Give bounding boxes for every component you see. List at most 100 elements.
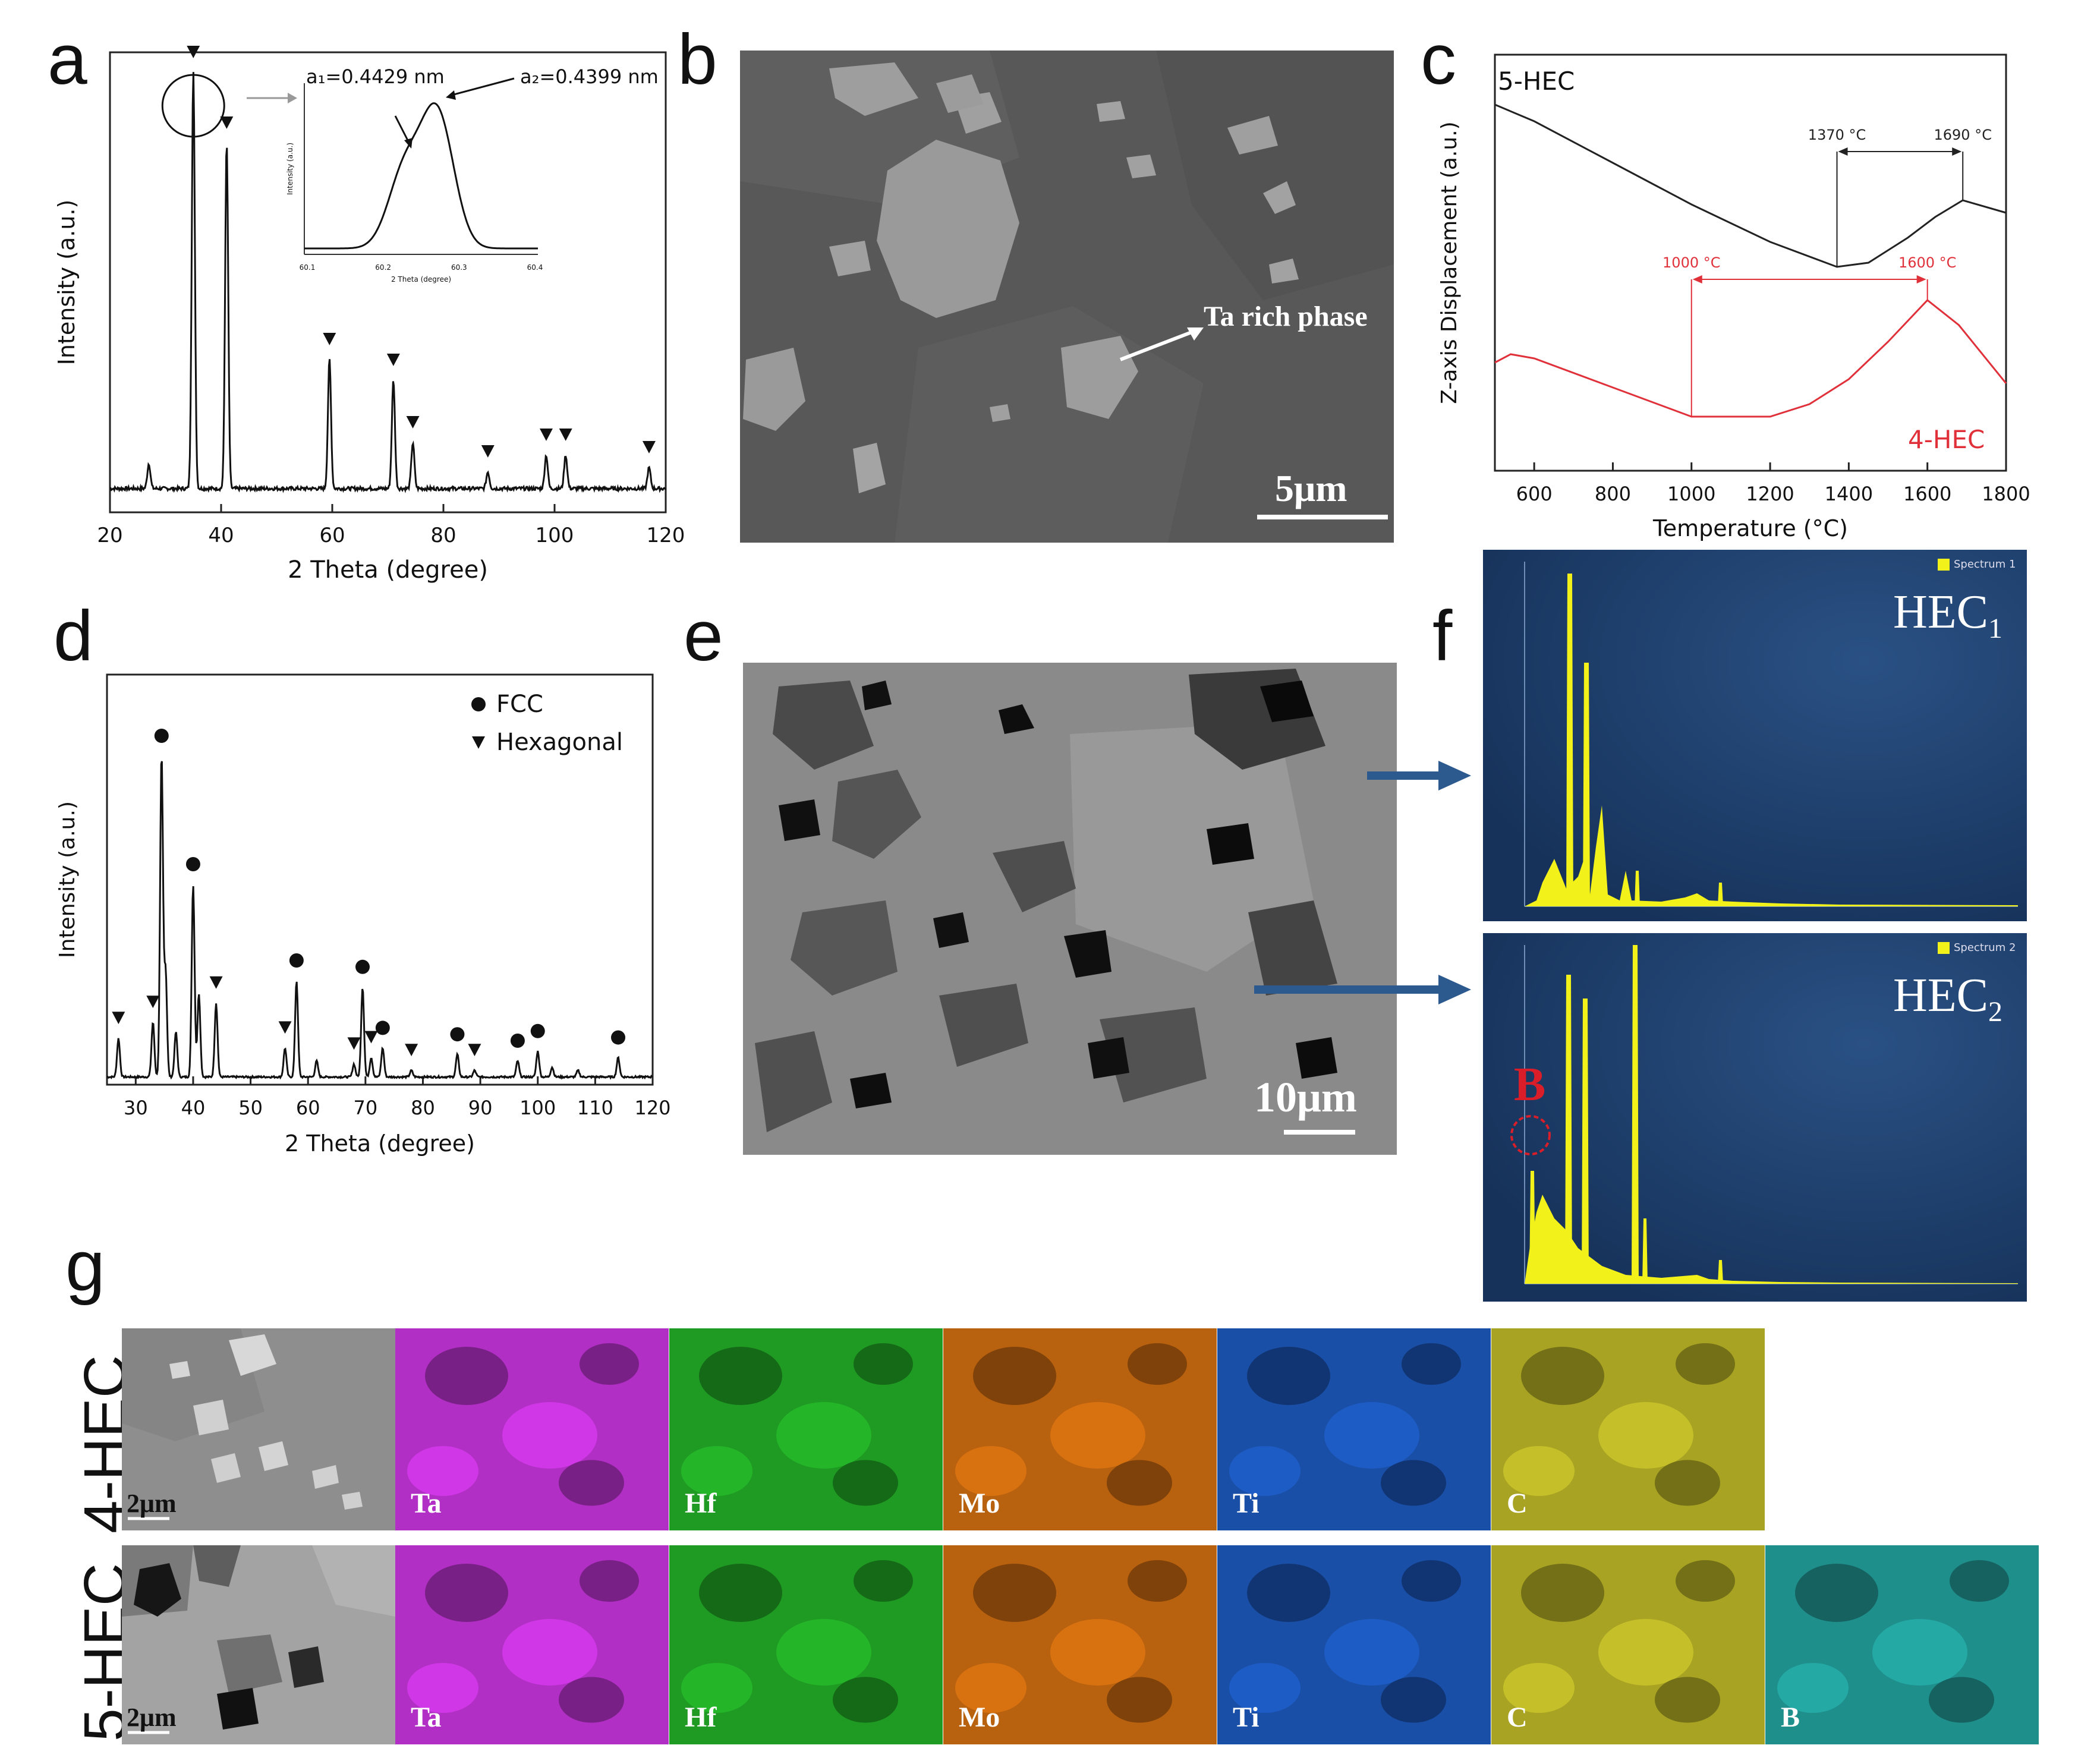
map-intensity-region — [1402, 1560, 1461, 1602]
eds-spectrum-2: Spectrum 2 B HEC2 — [1483, 933, 2027, 1302]
map-intensity-region — [1503, 1663, 1575, 1713]
scale-bar-label-g1: 2μm — [127, 1489, 177, 1518]
annotation-arrowhead — [1692, 275, 1702, 284]
y-axis-label-a: Intensity (a.u.) — [53, 200, 80, 366]
x-tick-label-d: 70 — [353, 1097, 377, 1119]
map-intensity-region — [1324, 1402, 1419, 1469]
eds-title-1-text: HEC — [1893, 586, 1988, 638]
fcc-peak-marker — [154, 729, 169, 743]
element-label-hf: Hf — [685, 1702, 717, 1733]
map-intensity-region — [973, 1564, 1056, 1622]
hexagonal-peak-marker-a — [386, 354, 400, 366]
element-label-ti: Ti — [1233, 1702, 1260, 1733]
plot-frame-c — [1494, 53, 2007, 472]
inset-a2-label: a₂=0.4399 nm — [520, 65, 659, 88]
map-intensity-region — [1247, 1347, 1330, 1405]
hexagonal-peak-marker-a — [187, 46, 200, 58]
map-intensity-region — [1107, 1460, 1172, 1506]
fcc-peak-marker — [510, 1034, 525, 1048]
map-intensity-region — [833, 1677, 898, 1723]
inset-arrow-a1-head — [404, 138, 413, 149]
map-intensity-region — [776, 1619, 871, 1686]
hexagonal-peak-marker-d — [209, 976, 223, 989]
map-intensity-region — [559, 1460, 624, 1506]
eds-legend-2: Spectrum 2 — [1954, 941, 2016, 954]
inset-pointer-head — [288, 93, 297, 103]
annotation-arrowhead — [1838, 147, 1848, 156]
map-intensity-region — [1503, 1446, 1575, 1496]
inset-peak-profile — [304, 102, 538, 250]
x-tick-label-d: 60 — [296, 1097, 320, 1119]
sem-map-4hec: 2μm — [122, 1328, 395, 1530]
map-intensity-region — [1872, 1619, 1967, 1686]
x-tick-label-c: 1000 — [1667, 483, 1715, 505]
hexagonal-peak-marker-a — [539, 429, 553, 441]
xrd-pattern-a — [109, 72, 667, 493]
element-map-ta-4hec: Ta — [395, 1328, 669, 1530]
map-intensity-region — [1247, 1564, 1330, 1622]
map-intensity-region — [1521, 1564, 1604, 1622]
hexagonal-peak-marker-d — [278, 1021, 292, 1034]
hexagonal-peak-marker-a — [481, 445, 495, 458]
scale-bar-label-g2: 2μm — [127, 1703, 177, 1732]
eds-title-1: HEC1 — [1893, 585, 2002, 645]
x-tick-label-d: 100 — [519, 1097, 556, 1119]
map-intensity-region — [1676, 1560, 1735, 1602]
x-tick-label-a: 40 — [208, 524, 234, 547]
element-map-mo-4hec: Mo — [943, 1328, 1217, 1530]
element-label-c: C — [1507, 1702, 1528, 1733]
element-label-ta: Ta — [411, 1488, 442, 1519]
x-axis-label-c: Temperature (°C) — [1652, 515, 1848, 541]
map-intensity-region — [955, 1446, 1027, 1496]
x-tick-label-c: 600 — [1516, 483, 1553, 505]
map-intensity-region — [502, 1402, 597, 1469]
x-axis-label-d: 2 Theta (degree) — [285, 1130, 475, 1157]
map-intensity-region — [1229, 1663, 1301, 1713]
x-tick-label-d: 90 — [468, 1097, 493, 1119]
element-map-ta-5hec: Ta — [395, 1545, 669, 1744]
inset-arrow-a2 — [451, 77, 515, 96]
sem-image-e: 10μm — [743, 663, 1397, 1155]
panel-letter-g: g — [65, 1226, 105, 1306]
map-intensity-region — [559, 1677, 624, 1723]
element-map-b-5hec: B — [1765, 1545, 2039, 1744]
hexagonal-peak-marker-d — [347, 1037, 361, 1050]
map-intensity-region — [681, 1446, 752, 1496]
element-label-b: B — [1781, 1702, 1800, 1733]
plot-frame-d — [106, 673, 654, 1086]
annotation-label: 1370 °C — [1808, 127, 1866, 143]
element-map-hf-4hec: Hf — [669, 1328, 943, 1530]
x-tick-label-a: 80 — [430, 524, 456, 547]
xrd-pattern-d — [106, 761, 653, 1080]
x-tick-label-a: 20 — [97, 524, 122, 547]
eds-title-2: HEC2 — [1893, 969, 2002, 1028]
eds-spectrum-1: Spectrum 1 HEC1 — [1483, 550, 2027, 921]
inset-x-tick-label: 60.4 — [527, 263, 543, 272]
inset-y-axis-label: Intensity (a.u.) — [286, 143, 294, 195]
hexagonal-peak-marker-a — [559, 429, 572, 441]
map-intensity-region — [854, 1560, 913, 1602]
series-label-5hec: 5-HEC — [1498, 67, 1575, 96]
annotation-label: 1000 °C — [1662, 254, 1720, 271]
map-intensity-region — [425, 1564, 508, 1622]
hexagonal-peak-marker-a — [406, 416, 420, 429]
series-line-4-hec — [1494, 298, 2007, 418]
map-intensity-region — [1050, 1402, 1145, 1469]
map-intensity-region — [580, 1560, 639, 1602]
fcc-peak-marker — [375, 1020, 390, 1035]
map-intensity-region — [407, 1663, 478, 1713]
map-intensity-region — [1128, 1343, 1187, 1385]
x-axis-label-a: 2 Theta (degree) — [288, 556, 488, 584]
legend-hexagonal-label: Hexagonal — [496, 729, 624, 756]
hexagonal-peak-marker-d — [405, 1044, 418, 1057]
map-intensity-region — [407, 1446, 478, 1496]
panel-letter-f: f — [1432, 596, 1453, 676]
map-intensity-region — [955, 1663, 1027, 1713]
fcc-peak-marker — [185, 857, 200, 871]
element-label-hf: Hf — [685, 1488, 717, 1519]
element-label-mo: Mo — [959, 1488, 1000, 1519]
map-intensity-region — [1050, 1619, 1145, 1686]
